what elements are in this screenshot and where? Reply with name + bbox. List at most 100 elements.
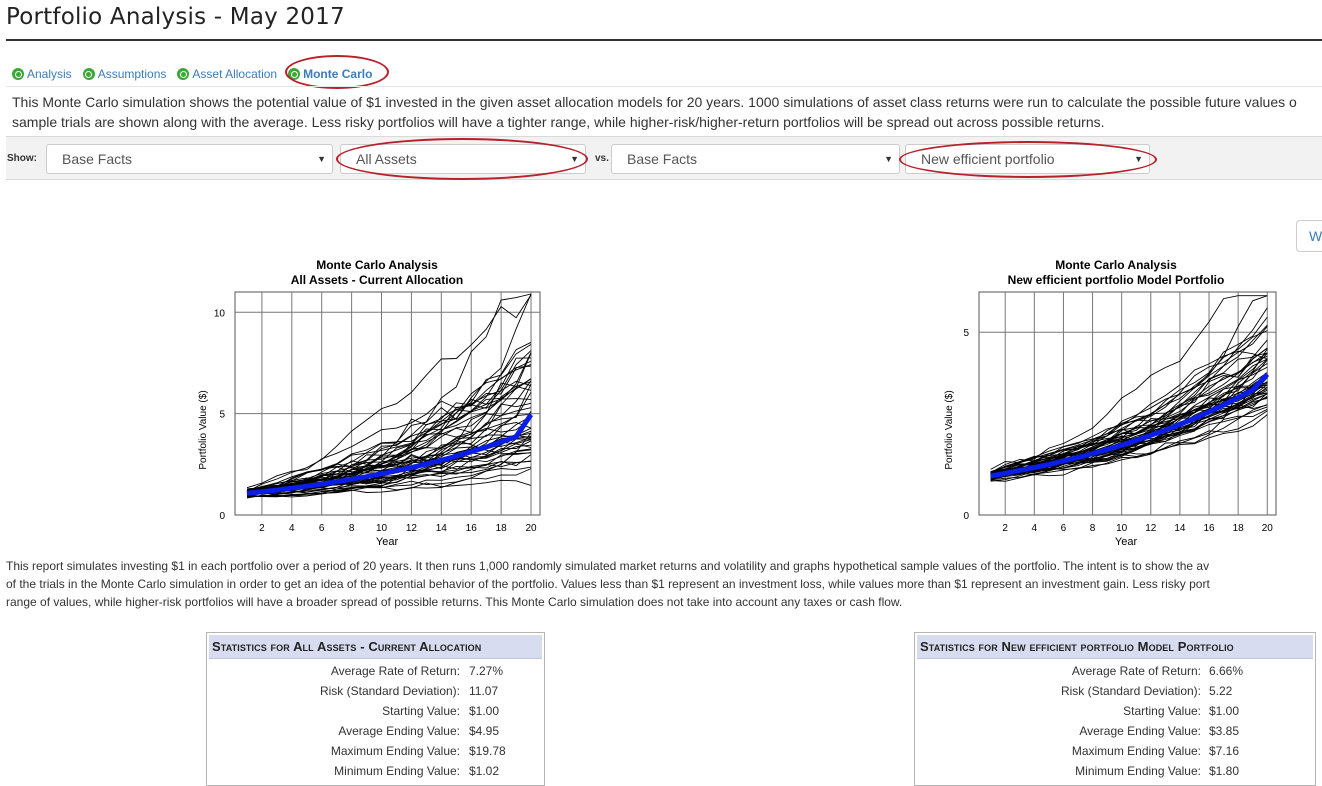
chart-title: Monte Carlo Analysis: [1055, 258, 1177, 272]
vs-label: vs.: [595, 153, 609, 164]
stats-value: $1.80: [1209, 764, 1240, 778]
stats-row: Risk (Standard Deviation): 11.07: [207, 681, 544, 701]
chevron-down-icon: ▼: [570, 154, 579, 164]
x-tick-label: 8: [1090, 523, 1096, 534]
trial-line: [246, 479, 532, 495]
stats-value: $1.02: [469, 764, 500, 778]
x-tick-label: 12: [1145, 523, 1157, 534]
trial-line: [246, 438, 532, 494]
x-tick-label: 20: [1262, 523, 1274, 534]
tab-asset-allocation[interactable]: Asset Allocation: [177, 67, 277, 81]
select-value: Base Facts: [627, 151, 698, 167]
tab-monte-carlo[interactable]: Monte Carlo: [288, 67, 372, 81]
title-divider: [6, 39, 1322, 41]
x-tick-label: 20: [525, 523, 537, 534]
x-tick-label: 6: [319, 523, 325, 534]
trial-line: [246, 398, 532, 491]
x-tick-label: 2: [259, 523, 265, 534]
x-tick-label: 16: [1203, 523, 1215, 534]
stats-row: Maximum Ending Value: $7.16: [915, 741, 1315, 761]
stats-key: Maximum Ending Value:: [1071, 744, 1201, 758]
trial-line: [990, 316, 1268, 473]
trial-line: [246, 294, 532, 493]
chart-subtitle: All Assets - Current Allocation: [291, 273, 463, 287]
stats-key: Starting Value:: [382, 704, 460, 718]
stats-key: Average Rate of Return:: [1071, 664, 1201, 678]
trial-line: [990, 374, 1268, 475]
stats-row: Minimum Ending Value: $1.80: [915, 761, 1315, 781]
report-line: range of values, while higher-risk portf…: [6, 595, 903, 609]
average-line: [246, 413, 534, 496]
stats-title: Statistics for All Assets - Current Allo…: [209, 635, 542, 659]
trial-line: [990, 350, 1268, 476]
tab-assumptions[interactable]: Assumptions: [82, 67, 166, 81]
intro-line: This Monte Carlo simulation shows the po…: [12, 94, 1297, 110]
base-select-left[interactable]: Base Facts ▼: [46, 144, 333, 174]
stats-title: Statistics for New efficient portfolio M…: [917, 635, 1313, 659]
trial-line: [246, 293, 532, 494]
tab-label: Asset Allocation: [192, 67, 278, 81]
stats-key: Average Ending Value:: [1079, 724, 1201, 738]
portfolio-select-right[interactable]: New efficient portfolio ▼: [905, 144, 1150, 174]
show-bar: Show: Base Facts ▼ All Assets ▼ vs. Base…: [6, 136, 1322, 180]
x-tick-label: 2: [1002, 523, 1008, 534]
tab-bar: Analysis Assumptions Asset Allocation Mo…: [12, 64, 383, 84]
x-tick-label: 16: [466, 523, 478, 534]
report-line: This report simulates investing $1 in ea…: [6, 559, 1210, 573]
trial-line: [246, 378, 532, 497]
stats-row: Average Ending Value: $3.85: [915, 721, 1315, 741]
status-circle-icon: [82, 68, 95, 80]
x-tick-label: 14: [436, 523, 448, 534]
stats-value: 7.27%: [469, 664, 504, 678]
side-button[interactable]: W: [1296, 220, 1322, 252]
x-axis-label: Year: [376, 536, 399, 548]
chart-svg: Monte Carlo Analysis All Assets - Curren…: [198, 258, 541, 548]
x-tick-label: 14: [1174, 523, 1186, 534]
trial-line: [246, 380, 532, 489]
stats-key: Risk (Standard Deviation):: [319, 684, 460, 698]
portfolio-select-left[interactable]: All Assets ▼: [340, 144, 586, 174]
tab-label: Analysis: [27, 67, 72, 81]
chevron-down-icon: ▼: [1134, 154, 1143, 164]
stats-panel-right: Statistics for New efficient portfolio M…: [914, 632, 1316, 786]
stats-value: 6.66%: [1209, 664, 1244, 678]
base-select-right[interactable]: Base Facts ▼: [611, 144, 900, 174]
x-tick-label: 6: [1061, 523, 1067, 534]
chart-title: Monte Carlo Analysis: [316, 258, 438, 272]
trial-line: [246, 432, 532, 494]
stats-value: $4.95: [469, 724, 500, 738]
intro-text: This Monte Carlo simulation shows the po…: [12, 92, 1322, 132]
stats-row: Average Ending Value: $4.95: [207, 721, 544, 741]
page-title: Portfolio Analysis - May 2017: [6, 4, 345, 30]
tab-analysis[interactable]: Analysis: [12, 67, 72, 81]
trial-line: [246, 364, 532, 492]
stats-row: Starting Value: $1.00: [207, 701, 544, 721]
x-tick-label: 18: [496, 523, 508, 534]
chevron-down-icon: ▼: [884, 154, 893, 164]
select-value: New efficient portfolio: [921, 151, 1055, 167]
trial-line: [990, 414, 1268, 482]
status-circle-icon: [12, 68, 24, 80]
stats-row: Minimum Ending Value: $1.02: [207, 761, 544, 781]
stats-key: Minimum Ending Value:: [1075, 764, 1201, 778]
stats-panel-left: Statistics for All Assets - Current Allo…: [206, 632, 545, 786]
chart-subtitle: New efficient portfolio Model Portfolio: [1008, 273, 1225, 287]
tabs-divider: [6, 86, 1322, 87]
intro-line: sample trials are shown along with the a…: [12, 114, 1105, 130]
stats-key: Average Rate of Return:: [330, 664, 460, 678]
trial-line: [990, 352, 1268, 474]
trial-line: [246, 468, 532, 498]
stats-value: 11.07: [469, 684, 499, 698]
tab-label: Monte Carlo: [303, 67, 373, 81]
x-tick-label: 10: [1116, 523, 1128, 534]
stats-key: Risk (Standard Deviation):: [1060, 684, 1201, 698]
status-circle-icon: [177, 68, 190, 80]
select-value: Base Facts: [62, 151, 133, 167]
stats-row: Average Rate of Return: 6.66%: [915, 661, 1315, 681]
select-value: All Assets: [356, 151, 417, 167]
x-tick-label: 18: [1233, 523, 1245, 534]
stats-key: Average Ending Value:: [338, 724, 460, 738]
chevron-down-icon: ▼: [317, 154, 326, 164]
y-axis-label: Portfolio Value ($): [944, 390, 955, 469]
stats-key: Maximum Ending Value:: [330, 744, 460, 758]
